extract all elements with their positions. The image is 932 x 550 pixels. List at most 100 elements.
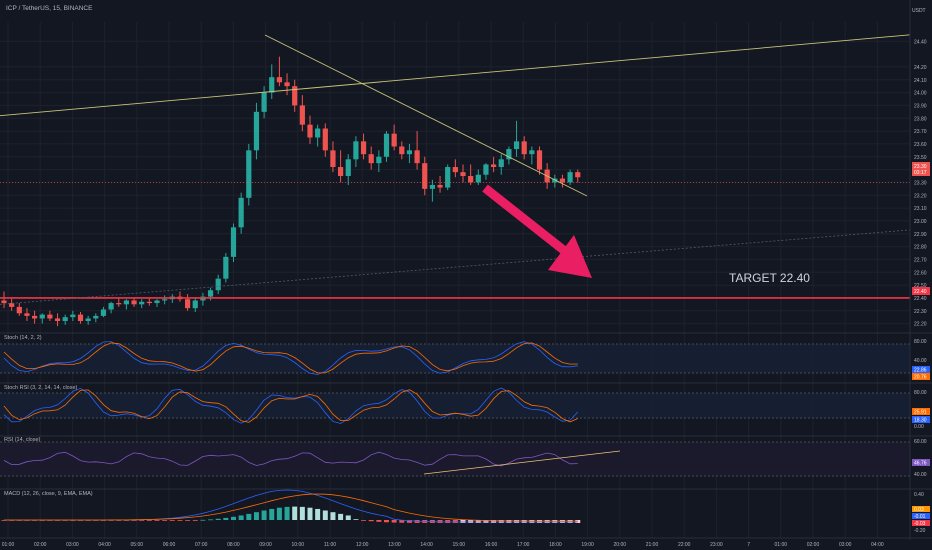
- candle-body[interactable]: [269, 77, 275, 93]
- candle-body[interactable]: [215, 278, 221, 291]
- candle-body[interactable]: [322, 128, 328, 151]
- candle-body[interactable]: [521, 141, 527, 155]
- candle-body[interactable]: [536, 150, 543, 170]
- time-tick: 14:00: [420, 542, 433, 548]
- candle-body[interactable]: [383, 133, 390, 157]
- descending-trendline[interactable]: [264, 34, 588, 197]
- candle-body[interactable]: [575, 172, 581, 178]
- candle-body[interactable]: [230, 227, 237, 257]
- candle-body[interactable]: [100, 309, 107, 316]
- candle-body[interactable]: [475, 174, 481, 183]
- channel-lower-line[interactable]: [0, 229, 911, 305]
- candle-body[interactable]: [39, 314, 45, 319]
- candle-body[interactable]: [93, 315, 99, 319]
- candle-body[interactable]: [207, 290, 214, 297]
- rsi-tag: [912, 459, 930, 466]
- candle-body[interactable]: [445, 167, 451, 188]
- stoch-rsi-title[interactable]: Stoch RSI (3, 2, 14, 14, close): [4, 385, 78, 391]
- candle-body[interactable]: [338, 167, 344, 176]
- candle-body[interactable]: [422, 163, 428, 189]
- candle-body[interactable]: [131, 300, 137, 305]
- candle-body[interactable]: [559, 178, 566, 183]
- candle-body[interactable]: [330, 150, 336, 168]
- candle-body[interactable]: [368, 154, 374, 164]
- candle-body[interactable]: [154, 300, 160, 304]
- candle-body[interactable]: [123, 300, 129, 305]
- stoch-rsi-d-value: 25.91: [914, 410, 927, 416]
- candle-body[interactable]: [360, 141, 367, 155]
- stoch-rsi-d-tag: [912, 408, 930, 415]
- arrow-head: [548, 235, 592, 278]
- macd-histogram-bar: [215, 518, 221, 520]
- candle-body[interactable]: [414, 150, 420, 164]
- candle-body[interactable]: [391, 133, 397, 147]
- candle-body[interactable]: [139, 301, 145, 305]
- candle-body[interactable]: [54, 318, 61, 322]
- rsi-title[interactable]: RSI (14, close): [4, 437, 41, 443]
- candle-body[interactable]: [406, 150, 413, 155]
- candle-body[interactable]: [62, 317, 68, 322]
- candle-body[interactable]: [307, 124, 313, 138]
- candle-body[interactable]: [437, 184, 443, 188]
- candle-body[interactable]: [32, 315, 38, 319]
- candle-body[interactable]: [185, 299, 191, 309]
- candle-body[interactable]: [292, 86, 298, 106]
- candle-body[interactable]: [376, 156, 382, 164]
- candle-body[interactable]: [468, 176, 474, 183]
- candle-body[interactable]: [452, 167, 458, 173]
- symbol-title[interactable]: ICP / TetherUS, 15, BINANCE: [6, 5, 93, 12]
- arrow-shaft: [482, 184, 569, 256]
- candle-body[interactable]: [192, 300, 198, 309]
- candle-body[interactable]: [77, 314, 84, 322]
- macd-histogram-bar: [384, 520, 389, 523]
- candle-body[interactable]: [47, 314, 53, 319]
- candle-body[interactable]: [345, 159, 351, 176]
- candle-body[interactable]: [85, 318, 91, 322]
- candle-body[interactable]: [399, 146, 405, 155]
- macd-title[interactable]: MACD (12, 26, close, 9, EMA, EMA): [4, 491, 93, 497]
- candle-body[interactable]: [498, 159, 504, 168]
- rsi-divergence-line[interactable]: [423, 450, 621, 475]
- candle-body[interactable]: [162, 299, 168, 301]
- candle-body[interactable]: [16, 306, 22, 314]
- macd-histogram-bar: [445, 520, 451, 523]
- candle-body[interactable]: [238, 197, 244, 228]
- candle-body[interactable]: [491, 164, 497, 168]
- candle-body[interactable]: [567, 172, 573, 183]
- candle-body[interactable]: [460, 172, 466, 176]
- candle-body[interactable]: [483, 164, 489, 175]
- candle-body[interactable]: [315, 128, 321, 138]
- time-tick: 20:00: [614, 542, 627, 548]
- macd-histogram-bar: [154, 520, 160, 521]
- candle-body[interactable]: [353, 141, 359, 160]
- candle-body[interactable]: [9, 303, 15, 307]
- macd-histogram-bar: [116, 520, 122, 521]
- candle-body[interactable]: [24, 313, 30, 316]
- candle-body[interactable]: [529, 150, 535, 155]
- target-annotation[interactable]: TARGET 22.40: [729, 271, 810, 285]
- price-tick: 23.20: [914, 193, 927, 199]
- candle-body[interactable]: [429, 184, 435, 189]
- down-arrow-annotation[interactable]: [482, 184, 592, 278]
- candle-body[interactable]: [146, 301, 152, 304]
- candle-body[interactable]: [276, 77, 282, 83]
- candle-body[interactable]: [513, 141, 520, 150]
- channel-upper-line[interactable]: [0, 34, 911, 117]
- candle-body[interactable]: [1, 300, 7, 304]
- candle-body[interactable]: [299, 105, 305, 125]
- candle-body[interactable]: [552, 178, 558, 183]
- candle-body[interactable]: [284, 82, 290, 87]
- candle-body[interactable]: [261, 92, 267, 112]
- candle-body[interactable]: [506, 149, 512, 160]
- candle-body[interactable]: [246, 150, 252, 198]
- candle-body[interactable]: [116, 303, 122, 305]
- candle-body[interactable]: [108, 303, 114, 310]
- candle-body[interactable]: [253, 111, 260, 151]
- candle-body[interactable]: [70, 314, 76, 318]
- stoch-title[interactable]: Stoch (14, 2, 2): [4, 335, 42, 341]
- candle-body[interactable]: [223, 256, 229, 279]
- time-tick: 18:00: [549, 542, 562, 548]
- stoch-rsi-d-line: [3, 389, 578, 423]
- macd-histogram-bar: [452, 520, 458, 523]
